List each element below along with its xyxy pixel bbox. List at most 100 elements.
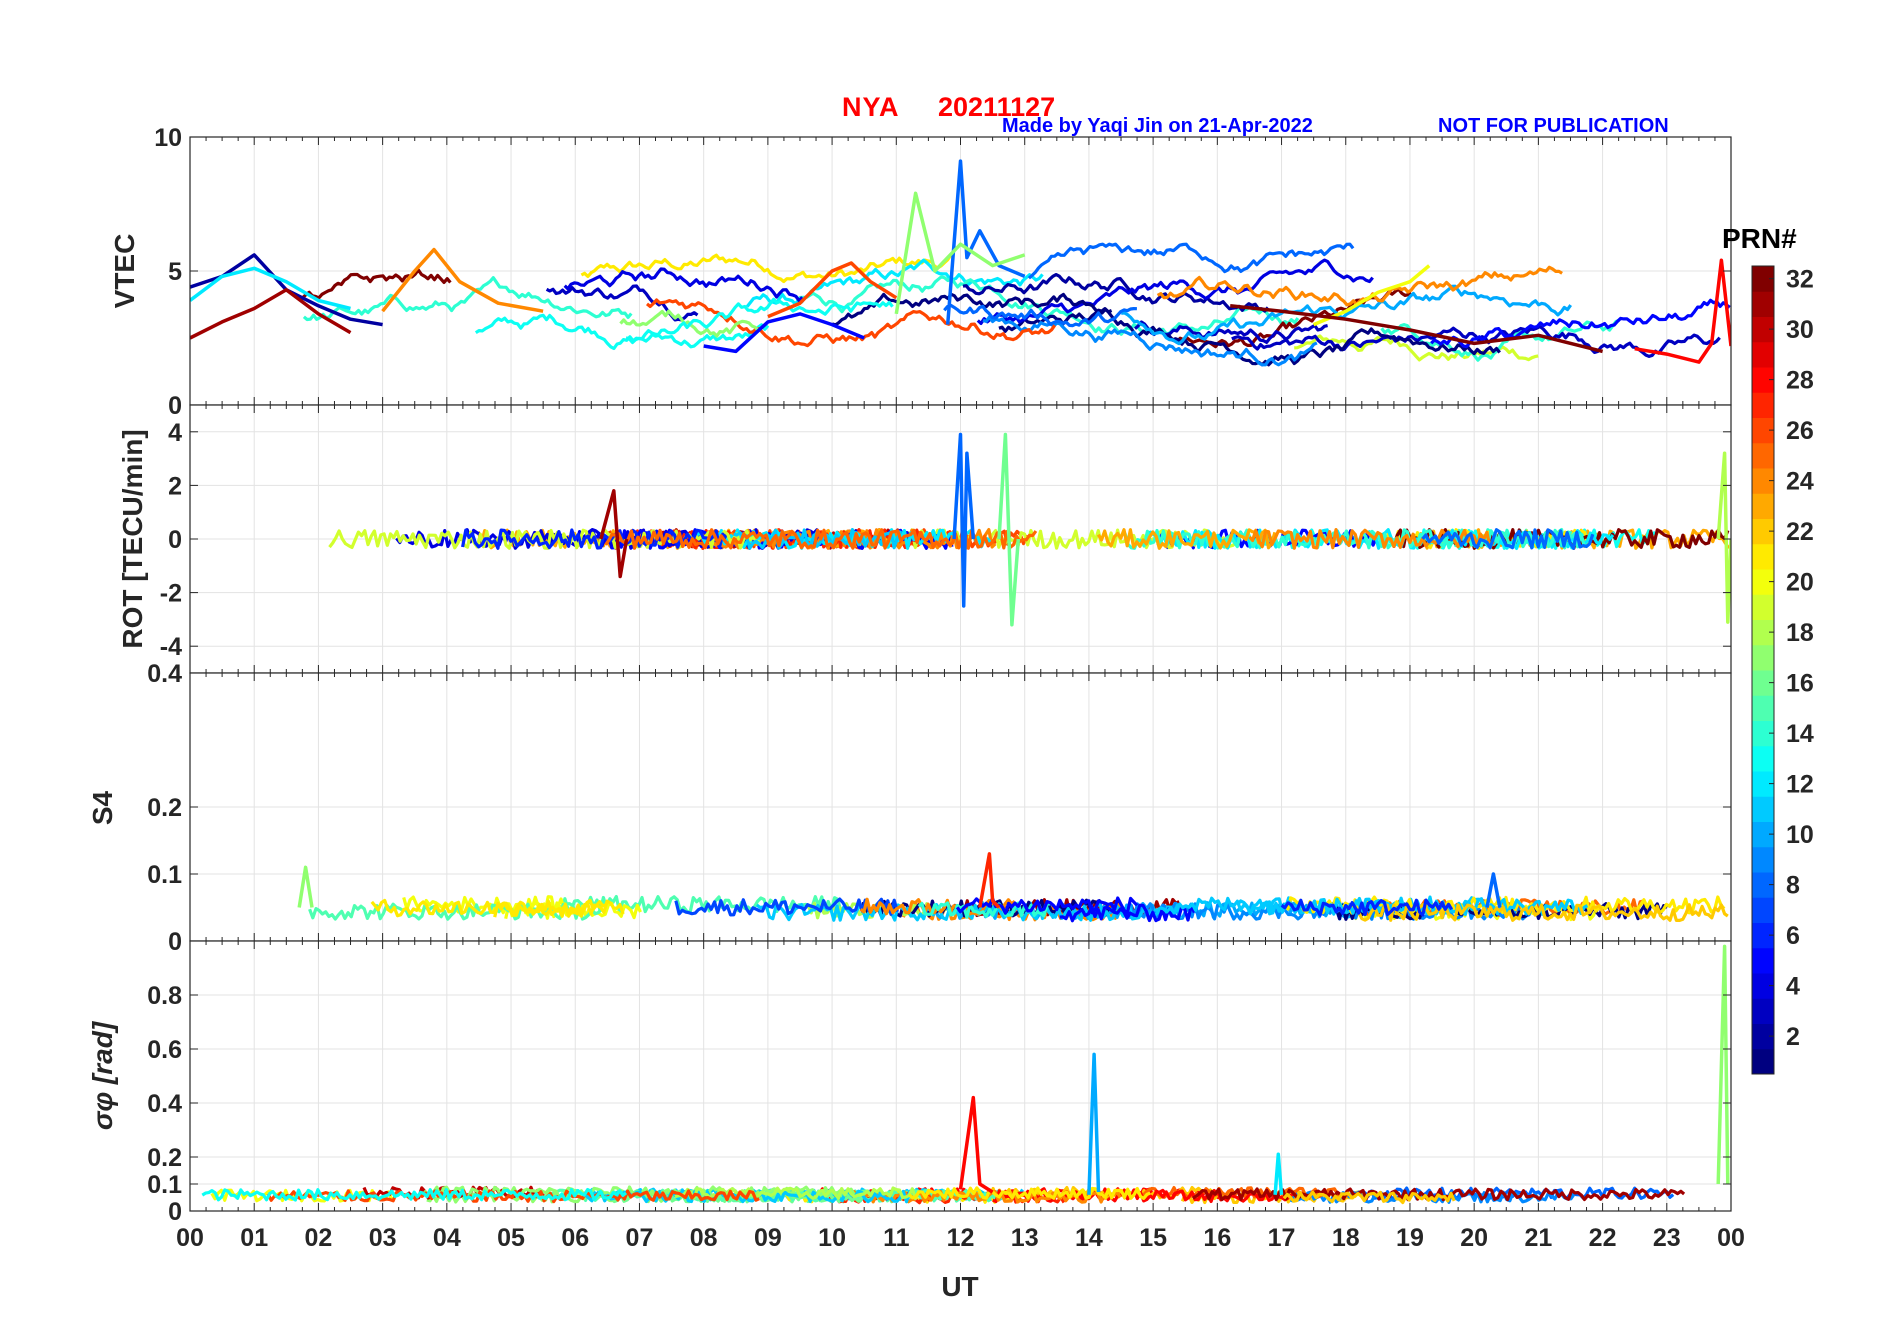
colorbar-band [1752,695,1774,721]
colorbar-band [1752,947,1774,974]
noise-trace [563,267,804,303]
station-title: NYA [842,92,900,122]
panel-vtec: 0 5 10 VTEC [109,124,1732,420]
series-prn-26 [767,261,898,319]
noise-trace [908,1186,1151,1201]
series-prn-20 [1312,264,1431,327]
noise-trace [1059,903,1196,923]
noise-trace [982,315,1318,367]
series-prn-31 [599,489,629,579]
series-prn-8 [945,159,1026,325]
series-prn-32 [1230,304,1604,354]
x-tick-label: 17 [1268,1224,1296,1252]
panel-sigma-phi: 00.10.2 0.4 0.6 0.8 σφ [rad] [87,940,1732,1226]
noise-trace [976,258,1374,325]
x-tick-label: 13 [1011,1224,1039,1252]
series-group-rot [599,432,1731,627]
x-tick-label: 20 [1460,1224,1488,1252]
noise-trace [201,1187,628,1202]
colorbar-band [1752,1023,1774,1050]
colorbar-band [1752,316,1774,343]
credit-text: Made by Yaqi Jin on 21-Apr-2022 [1002,115,1313,137]
y-tick-label: 0.8 [147,982,182,1010]
y-tick-label: -4 [160,633,182,661]
colorbar-tick-label: 14 [1786,720,1814,748]
colorbar-tick-label: 18 [1786,619,1814,647]
date-title: 20211127 [938,92,1056,122]
y-tick-label: 0.2 [147,1144,182,1172]
noise-trace [998,307,1501,367]
colorbar-band [1752,468,1774,494]
x-tick-label: 21 [1524,1224,1552,1252]
y-tick-label: 0.4 [147,660,182,688]
x-tick-label: 05 [497,1224,525,1252]
noise-trace [1430,298,1731,349]
noise-trace [625,297,894,345]
y-tick-label: 5 [168,258,182,286]
series-group-s4 [297,852,1502,909]
x-tick-label: 00 [1717,1224,1745,1252]
colorbar-band [1752,872,1774,898]
x-tick-label: 09 [754,1224,782,1252]
noise-trace [1421,528,1595,550]
y-tick-label: 0.6 [147,1036,182,1064]
series-prn-18 [1716,451,1731,624]
colorbar-tick-label: 24 [1786,468,1814,496]
y-ticks-sigma-phi: 00.10.2 0.4 0.6 0.8 [147,982,1731,1226]
noise-trace [955,896,1139,915]
noise-trace [645,298,1057,348]
y-label-s4: S4 [87,790,118,825]
noise-trace [1380,318,1620,362]
y-ticks-s4: 0 0.1 0.2 0.4 [147,660,1731,956]
colorbar-band [1752,417,1774,444]
colorbar-tick-label: 26 [1786,417,1814,445]
noise-traces-rot [328,527,1731,551]
x-tick-label: 07 [626,1224,654,1252]
noise-trace [1282,1190,1456,1205]
x-tick-label: 06 [561,1224,589,1252]
y-tick-label: 0 [168,526,182,554]
colorbar-band [1752,518,1774,545]
noise-trace [1357,903,1729,923]
colorbar-band [1752,745,1774,772]
colorbar-bands [1752,266,1774,1075]
notice-text: NOT FOR PUBLICATION [1438,115,1669,137]
x-tick-label: 03 [369,1224,397,1252]
y-tick-label: 0.1 [147,1171,182,1199]
grid-s4 [189,673,1732,941]
colorbar-band [1752,973,1774,999]
x-tick-label: 16 [1203,1224,1231,1252]
colorbar-band [1752,821,1774,848]
noise-traces-s4 [308,894,1729,923]
colorbar-band [1752,367,1774,393]
x-tick-label: 02 [305,1224,333,1252]
series-prn-8 [952,432,976,608]
colorbar-tick-label: 22 [1786,518,1814,546]
noise-trace [580,253,952,284]
y-tick-label: 4 [168,419,182,447]
colorbar-band [1752,619,1774,646]
colorbar-band [1752,644,1774,671]
colorbar-tick-label: 4 [1786,973,1800,1001]
x-tick-label: 22 [1589,1224,1617,1252]
x-tick-label: 12 [947,1224,975,1252]
noise-trace [733,527,903,550]
colorbar-band [1752,796,1774,822]
colorbar-band [1752,493,1774,519]
colorbar-band [1752,720,1774,747]
series-prn-8 [1485,872,1502,908]
y-tick-label: 0.2 [147,794,182,822]
colorbar-tick-label: 2 [1786,1023,1800,1051]
x-tick-label: 01 [240,1224,268,1252]
colorbar-band [1752,594,1774,620]
colorbar-tick-label: 20 [1786,569,1814,597]
colorbar-tick-label: 16 [1786,670,1814,698]
y-label-sigma-phi: σφ [rad] [87,1020,118,1130]
colorbar-band [1752,266,1774,292]
noise-trace [395,527,636,550]
x-tick-label: 10 [818,1224,846,1252]
colorbar-band [1752,846,1774,873]
noise-trace [302,276,633,322]
noise-trace [1096,528,1277,550]
